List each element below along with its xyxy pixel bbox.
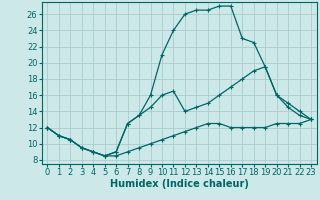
- X-axis label: Humidex (Indice chaleur): Humidex (Indice chaleur): [110, 179, 249, 189]
